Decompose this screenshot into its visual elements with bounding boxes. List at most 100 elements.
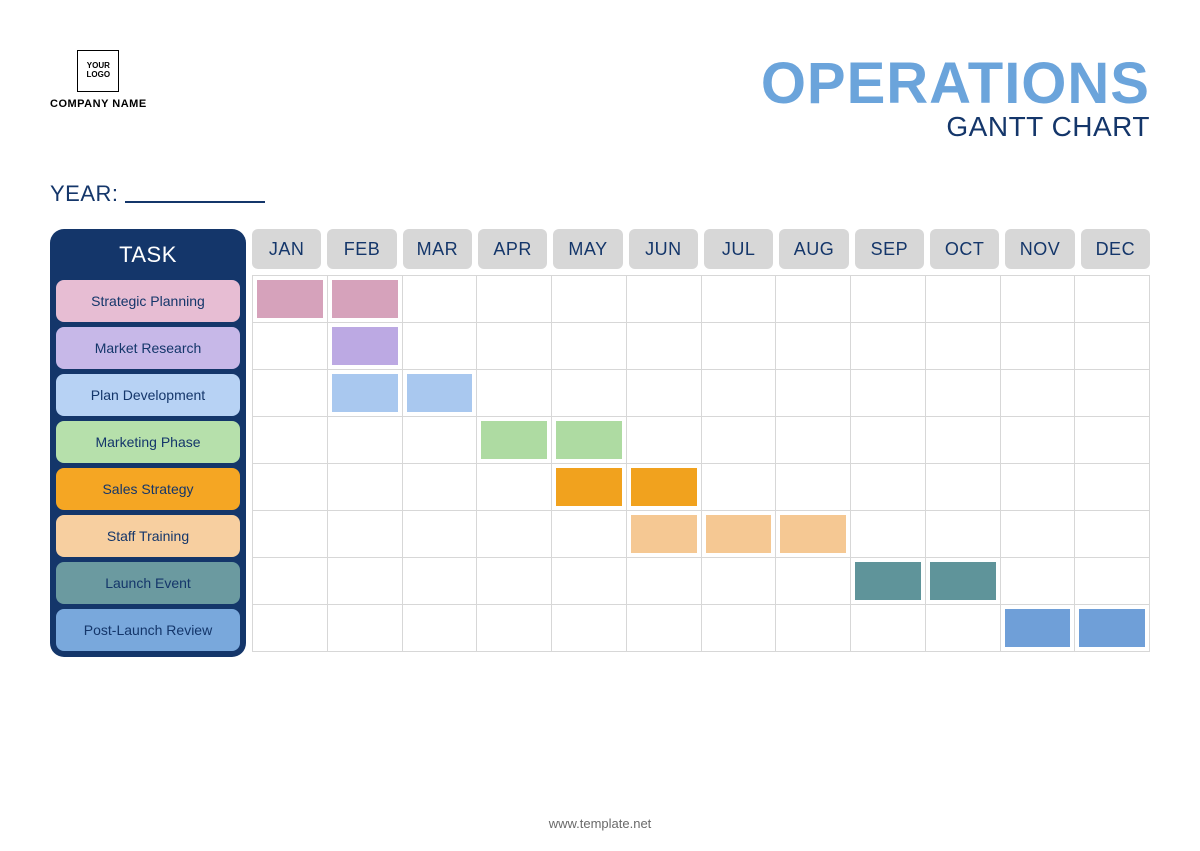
grid-cell [702, 370, 777, 417]
grid-cell [851, 323, 926, 370]
task-label: Marketing Phase [95, 434, 200, 450]
grid-cell [926, 464, 1001, 511]
month-label: OCT [945, 239, 985, 260]
grid-cell [627, 511, 702, 558]
gantt-bar [706, 515, 772, 553]
grid-cell [702, 558, 777, 605]
grid-cell [627, 417, 702, 464]
month-label: JUN [645, 239, 682, 260]
month-label: MAR [417, 239, 459, 260]
grid-cell [776, 464, 851, 511]
month-header: MAY [553, 229, 622, 269]
task-header: TASK [56, 235, 240, 275]
month-header: SEP [855, 229, 924, 269]
title-main: OPERATIONS [761, 50, 1150, 117]
logo-block: YOUR LOGO COMPANY NAME [50, 50, 147, 110]
gantt-grid [252, 275, 1150, 652]
gantt-bar [556, 468, 622, 506]
grid-cell [403, 417, 478, 464]
task-label: Sales Strategy [102, 481, 193, 497]
grid-cell [477, 276, 552, 323]
grid-cell [627, 464, 702, 511]
year-row: YEAR: [50, 181, 1150, 207]
month-label: APR [493, 239, 532, 260]
grid-cell [1075, 464, 1150, 511]
gantt-bar [1005, 609, 1071, 647]
gantt-bar [631, 468, 697, 506]
grid-cell [477, 558, 552, 605]
logo-text: YOUR LOGO [78, 62, 118, 80]
task-column: TASK Strategic PlanningMarket ResearchPl… [50, 229, 246, 657]
month-header: FEB [327, 229, 396, 269]
grid-cell [702, 276, 777, 323]
gantt-bar [631, 515, 697, 553]
gantt-bar [1079, 609, 1145, 647]
grid-cell [1075, 605, 1150, 652]
task-pill: Marketing Phase [56, 421, 240, 463]
task-pill: Strategic Planning [56, 280, 240, 322]
grid-cell [552, 323, 627, 370]
grid-cell [477, 464, 552, 511]
month-label: FEB [344, 239, 381, 260]
month-header: NOV [1005, 229, 1074, 269]
grid-cell [403, 370, 478, 417]
month-header-row: JAN FEB MAR APR MAY JUN JUL AUG SEP OCT NOV DEC [252, 229, 1150, 269]
task-pill: Sales Strategy [56, 468, 240, 510]
month-label: AUG [794, 239, 835, 260]
grid-cell [403, 276, 478, 323]
task-label: Market Research [95, 340, 202, 356]
month-label: JUL [722, 239, 756, 260]
grid-cell [776, 323, 851, 370]
grid-cell [253, 370, 328, 417]
month-label: DEC [1096, 239, 1136, 260]
grid-cell [328, 464, 403, 511]
gantt-bar [407, 374, 473, 412]
footer-url: www.template.net [0, 816, 1200, 831]
grid-cell [926, 323, 1001, 370]
month-header: APR [478, 229, 547, 269]
grid-cell [702, 511, 777, 558]
title-block: OPERATIONS GANTT CHART [761, 50, 1150, 143]
grid-cell [1001, 605, 1076, 652]
month-header: JAN [252, 229, 321, 269]
grid-cell [1075, 558, 1150, 605]
grid-cell [702, 323, 777, 370]
grid-cell [926, 417, 1001, 464]
month-header: AUG [779, 229, 848, 269]
gantt-bar [332, 327, 398, 365]
task-label: Staff Training [107, 528, 189, 544]
grid-cell [477, 417, 552, 464]
gantt-bar [481, 421, 547, 459]
grid-cell [1075, 511, 1150, 558]
grid-cell [702, 605, 777, 652]
grid-cell [328, 276, 403, 323]
month-header: JUN [629, 229, 698, 269]
year-input-line[interactable] [125, 201, 265, 203]
company-name: COMPANY NAME [50, 98, 147, 110]
grid-cell [328, 323, 403, 370]
grid-cell [926, 605, 1001, 652]
task-label: Strategic Planning [91, 293, 205, 309]
grid-cell [328, 558, 403, 605]
grid-cell [477, 511, 552, 558]
gantt-bar [556, 421, 622, 459]
grid-cell [851, 276, 926, 323]
grid-cell [328, 417, 403, 464]
grid-cell [1001, 276, 1076, 323]
grid-cell [552, 276, 627, 323]
grid-cell [253, 464, 328, 511]
grid-cell [403, 605, 478, 652]
grid-cell [253, 417, 328, 464]
grid-column: JAN FEB MAR APR MAY JUN JUL AUG SEP OCT NOV DEC [252, 229, 1150, 657]
grid-cell [552, 558, 627, 605]
grid-cell [627, 370, 702, 417]
grid-cell [926, 370, 1001, 417]
logo-placeholder: YOUR LOGO [77, 50, 119, 92]
grid-cell [403, 323, 478, 370]
grid-cell [1001, 511, 1076, 558]
gantt-bar [855, 562, 921, 600]
grid-cell [1001, 558, 1076, 605]
grid-cell [552, 417, 627, 464]
grid-cell [403, 464, 478, 511]
grid-cell [851, 605, 926, 652]
